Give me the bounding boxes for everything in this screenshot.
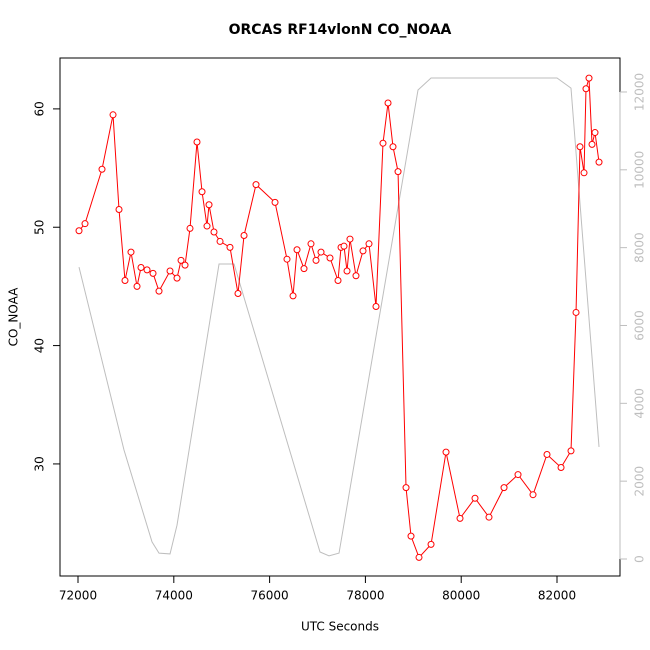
data-point: [543, 450, 551, 458]
data-point: [115, 205, 123, 213]
data-point: [334, 276, 342, 284]
data-point: [389, 143, 397, 151]
data-point: [289, 292, 297, 300]
data-point: [177, 256, 185, 264]
y-tick-label: 40: [33, 338, 47, 353]
x-tick-label: 80000: [442, 589, 480, 603]
chart-title: ORCAS RF14vlonN CO_NOAA: [229, 22, 452, 38]
data-point: [384, 99, 392, 107]
data-point: [529, 491, 537, 499]
data-point: [359, 247, 367, 255]
data-point: [557, 463, 565, 471]
data-point: [514, 471, 522, 479]
y-axis-label: CO_NOAA: [7, 287, 21, 347]
x-tick-label: 74000: [155, 589, 193, 603]
data-point: [81, 220, 89, 228]
data-point: [210, 228, 218, 236]
y2-tick-label: 6000: [633, 310, 647, 341]
data-point: [379, 139, 387, 147]
data-point: [572, 308, 580, 316]
data-point: [203, 222, 211, 230]
x-axis-label: UTC Seconds: [301, 620, 379, 634]
y-tick-label: 30: [33, 456, 47, 471]
data-point: [317, 248, 325, 256]
data-point: [402, 484, 410, 492]
data-point: [109, 111, 117, 119]
data-point: [582, 85, 590, 93]
data-point: [155, 287, 163, 295]
y2-tick-label: 4000: [633, 388, 647, 419]
y2-tick-label: 2000: [633, 466, 647, 497]
data-point: [326, 254, 334, 262]
data-point: [98, 165, 106, 173]
data-point: [173, 274, 181, 282]
data-point: [595, 158, 603, 166]
data-point: [252, 181, 260, 189]
y2-tick-label: 12000: [633, 73, 647, 111]
data-point: [365, 240, 373, 248]
data-point: [312, 256, 320, 264]
y-tick-label: 60: [33, 101, 47, 116]
x-tick-label: 78000: [346, 589, 384, 603]
data-point: [580, 169, 588, 177]
data-point: [352, 272, 360, 280]
data-point: [442, 448, 450, 456]
series-line: [78, 77, 600, 557]
data-point: [186, 224, 194, 232]
y2-tick-label: 0: [633, 555, 647, 563]
data-point: [226, 243, 234, 251]
data-point: [283, 255, 291, 263]
x-tick-label: 76000: [251, 589, 289, 603]
data-point: [500, 484, 508, 492]
data-point: [588, 140, 596, 148]
data-point: [133, 282, 141, 290]
x-tick-label: 72000: [59, 589, 97, 603]
data-point: [205, 201, 213, 209]
data-point: [300, 265, 308, 273]
data-point: [372, 303, 380, 311]
data-point: [415, 553, 423, 561]
data-point: [591, 129, 599, 137]
data-point: [271, 198, 279, 206]
data-point: [346, 235, 354, 243]
data-point: [567, 447, 575, 455]
data-point: [343, 267, 351, 275]
data-point: [234, 290, 242, 298]
data-point: [394, 168, 402, 176]
data-point: [340, 242, 348, 250]
data-point: [166, 267, 174, 275]
data-point: [427, 540, 435, 548]
y2-tick-label: 8000: [633, 232, 647, 263]
data-point: [149, 269, 157, 277]
data-point: [198, 188, 206, 196]
data-point: [181, 261, 189, 269]
data-point: [471, 494, 479, 502]
data-point: [143, 266, 151, 274]
data-point: [576, 143, 584, 151]
data-point: [127, 248, 135, 256]
x-tick-label: 82000: [538, 589, 576, 603]
data-point: [456, 514, 464, 522]
data-point: [307, 240, 315, 248]
data-point: [75, 227, 83, 235]
data-point: [240, 232, 248, 240]
data-point: [407, 532, 415, 540]
data-point: [485, 513, 493, 521]
data-point: [585, 74, 593, 82]
data-point: [216, 237, 224, 245]
data-point: [137, 263, 145, 271]
data-point: [193, 138, 201, 146]
data-point: [121, 276, 129, 284]
y2-tick-label: 10000: [633, 151, 647, 189]
y-tick-label: 50: [33, 220, 47, 235]
data-point: [293, 246, 301, 254]
